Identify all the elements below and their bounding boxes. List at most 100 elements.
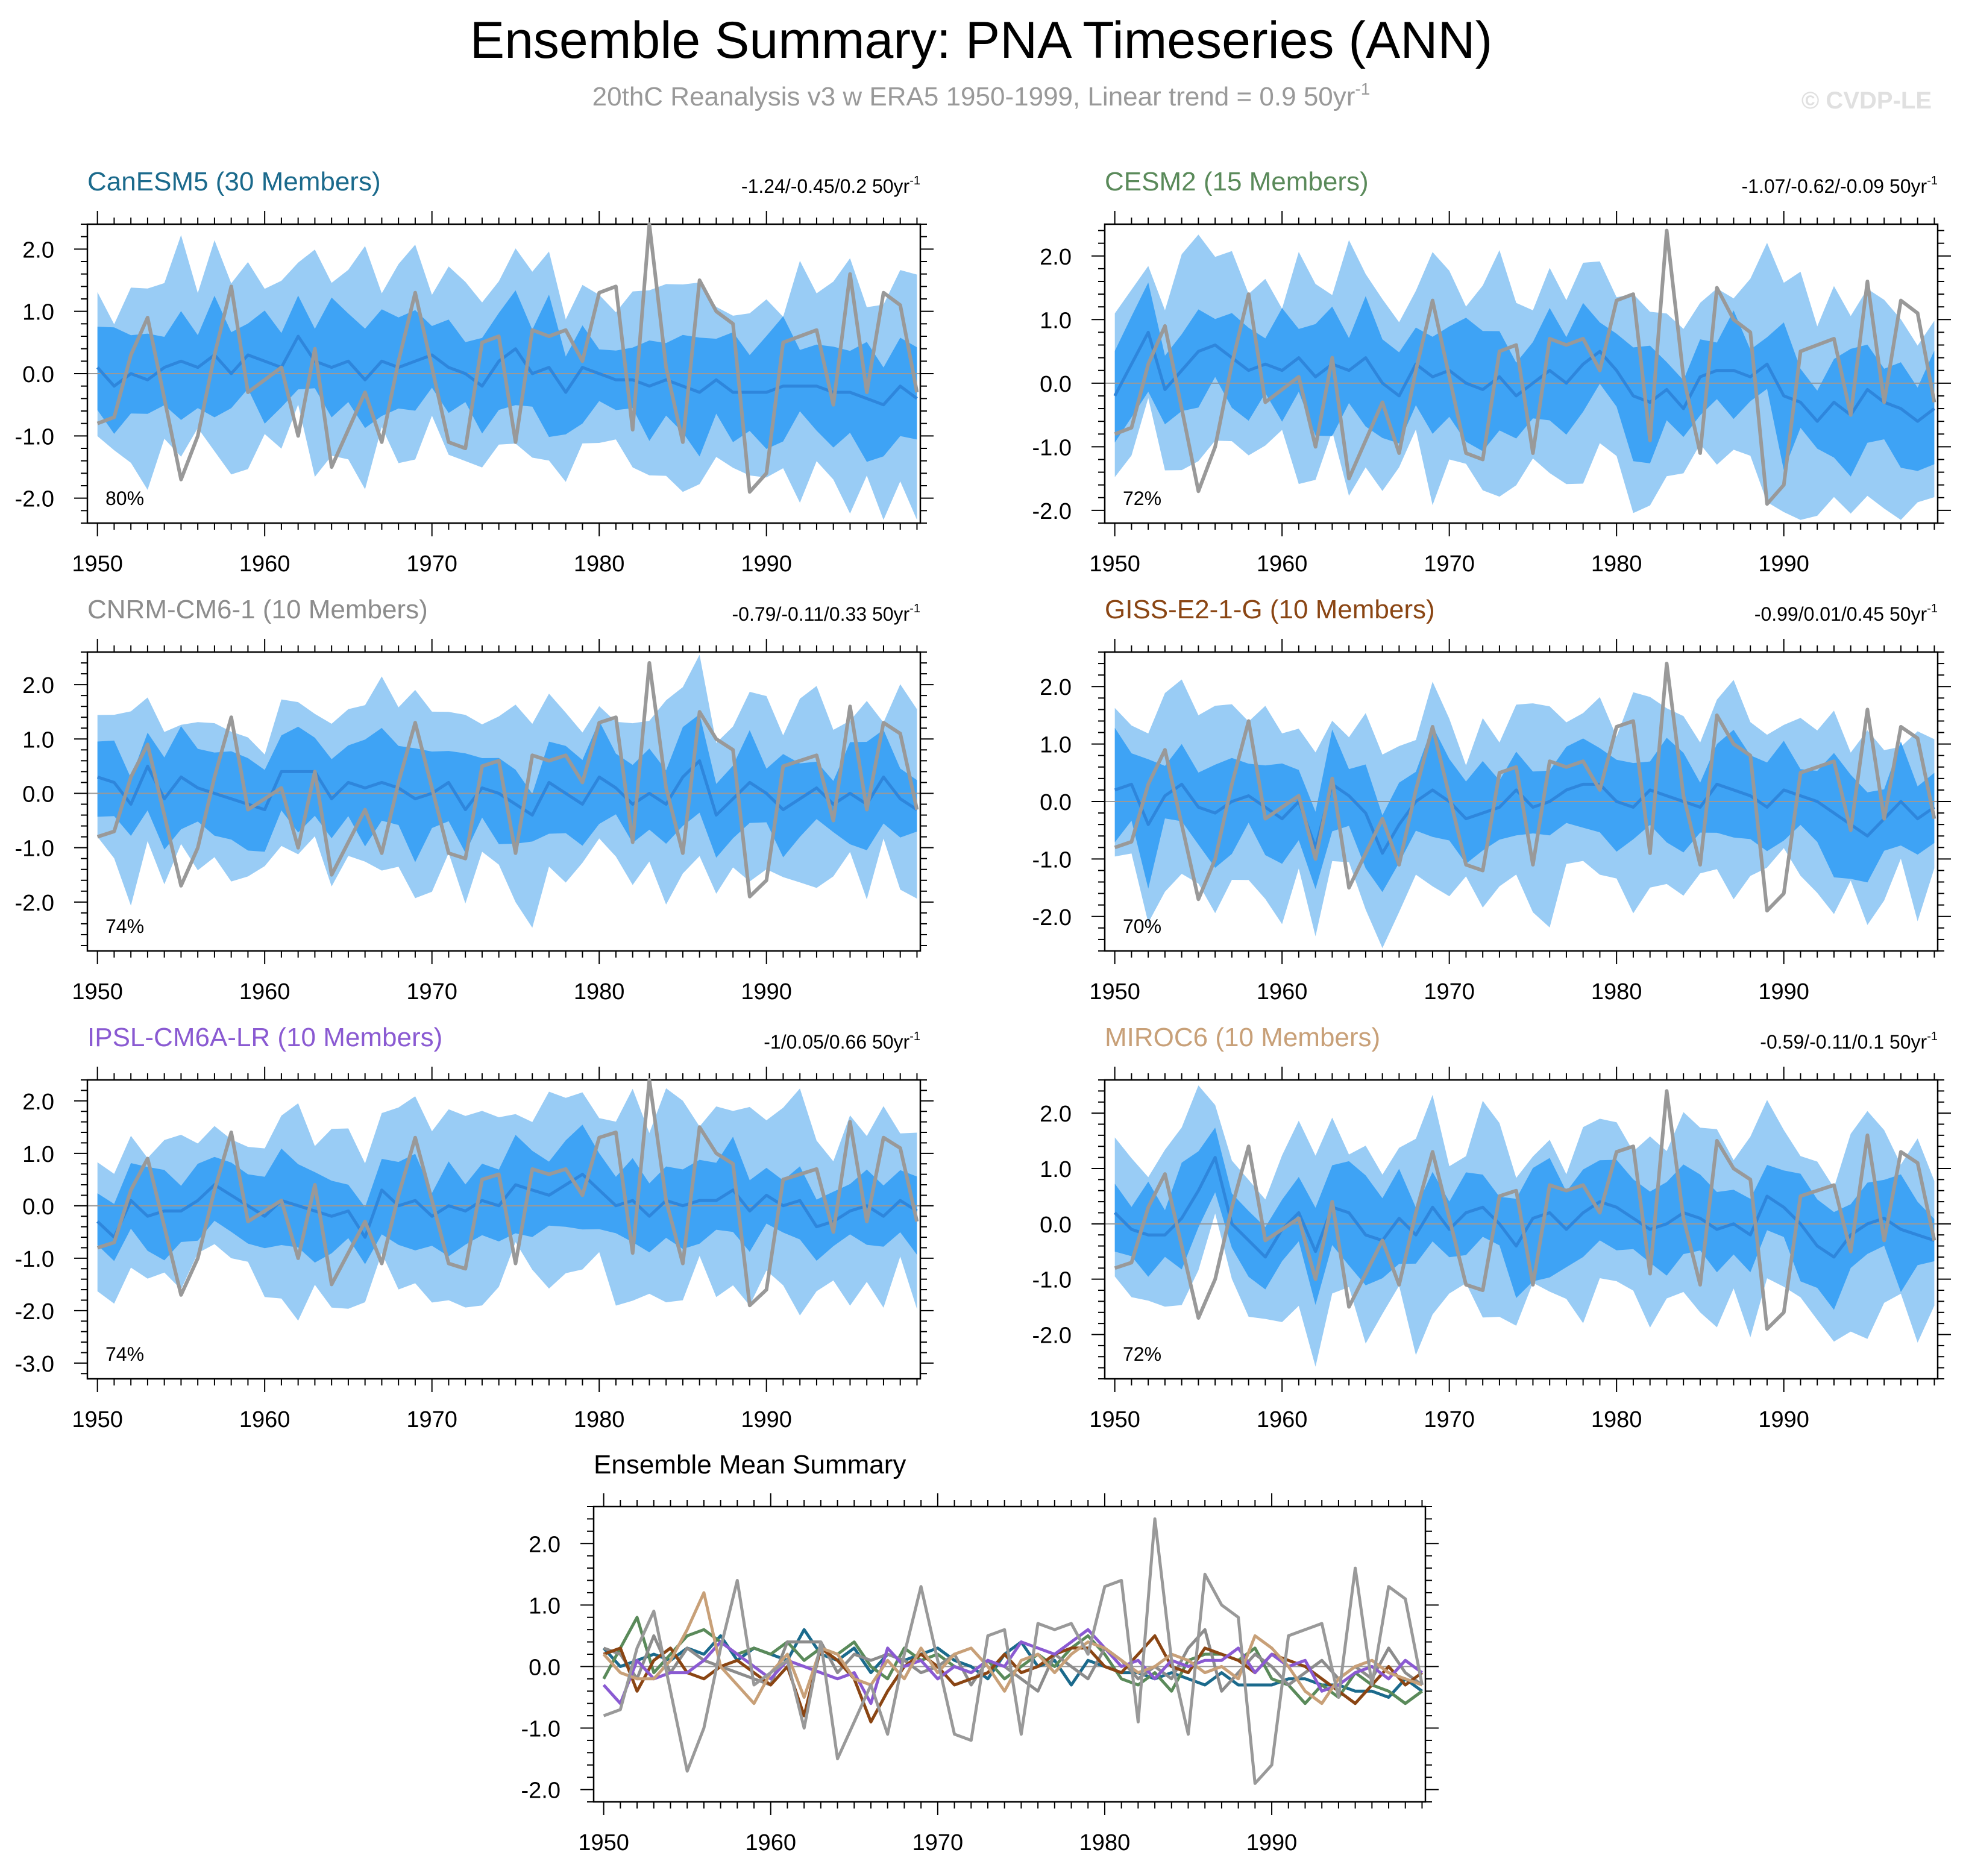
- x-tick-label: 1980: [574, 979, 625, 1005]
- plot-frame: [1104, 223, 1939, 524]
- x-tick-label: 1960: [1257, 551, 1308, 577]
- model-panel: 1950 1960 1970 1980 1990 2.0 1.0 0.0 -1.0 -2.0 -3.…: [15, 1023, 934, 1432]
- y-tick-label: -1.0: [15, 836, 54, 862]
- y-tick-label: 1.0: [22, 1142, 54, 1167]
- model-panel: 1950 1960 1970 1980 1990 2.0 1.0 0.0 -1.0 -2.0 CES…: [1032, 167, 1951, 577]
- y-tick-label: -2.0: [521, 1778, 561, 1804]
- panel-title: MIROC6 (10 Members): [1105, 1023, 1380, 1052]
- y-tick-label: 0.0: [22, 1194, 54, 1220]
- panel-trend: -1/0.05/0.66 50yr-1: [764, 1030, 920, 1053]
- panel-trend: -0.79/-0.11/0.33 50yr-1: [732, 602, 921, 625]
- panel-title: CESM2 (15 Members): [1105, 167, 1369, 196]
- trend-superscript: -1: [1927, 174, 1938, 187]
- y-tick-label: -1.0: [1032, 1268, 1072, 1293]
- y-tick-label: -1.0: [15, 424, 54, 450]
- trend-superscript: -1: [909, 174, 920, 187]
- y-tick-label: 0.0: [529, 1655, 561, 1680]
- x-tick-label: 1990: [1758, 551, 1809, 577]
- x-tick-label: 1990: [1758, 979, 1809, 1005]
- subtitle-superscript: -1: [1355, 80, 1370, 98]
- percent-label: 72%: [1123, 488, 1161, 509]
- plot-frame: [86, 651, 922, 952]
- y-tick-label: 2.0: [1040, 245, 1072, 270]
- trend-text: -0.99/0.01/0.45 50yr: [1754, 603, 1927, 625]
- y-tick-label: 0.0: [1040, 372, 1072, 397]
- trend-superscript: -1: [1927, 1030, 1938, 1043]
- x-tick-label: 1990: [741, 979, 792, 1005]
- y-tick-label: -2.0: [15, 891, 54, 916]
- panel-trend: -1.24/-0.45/0.2 50yr-1: [741, 174, 920, 197]
- y-tick-label: -1.0: [1032, 847, 1072, 873]
- y-tick-label: 2.0: [1040, 675, 1072, 700]
- figure-subtitle: 20thC Reanalysis v3 w ERA5 1950-1999, Li…: [592, 80, 1371, 111]
- trend-text: -1.07/-0.62/-0.09 50yr: [1741, 175, 1927, 197]
- percent-label: 80%: [105, 488, 144, 509]
- y-tick-label: -2.0: [1032, 905, 1072, 930]
- trend-text: -1/0.05/0.66 50yr: [764, 1031, 909, 1053]
- y-tick-label: 2.0: [22, 673, 54, 698]
- x-tick-label: 1980: [574, 1407, 625, 1432]
- observation-line: [1114, 662, 1936, 913]
- y-tick-label: 2.0: [1040, 1102, 1072, 1127]
- x-tick-label: 1990: [1758, 1407, 1809, 1432]
- y-tick-label: 0.0: [22, 782, 54, 807]
- ensemble-mean-summary-panel: 1950 1960 1970 1980 1990 2.0 1.0 0.0 -1.0 -2.0 Ens…: [521, 1450, 1439, 1856]
- x-tick-label: 1980: [574, 551, 625, 577]
- x-tick-label: 1970: [1424, 979, 1475, 1005]
- panel-title: CanESM5 (30 Members): [87, 167, 381, 196]
- x-tick-label: 1970: [912, 1830, 964, 1856]
- observation-line: [1114, 1089, 1936, 1331]
- percent-label: 74%: [105, 915, 144, 937]
- plot-frame: [86, 1079, 922, 1380]
- x-tick-label: 1970: [1424, 551, 1475, 577]
- panel-trend: -1.07/-0.62/-0.09 50yr-1: [1741, 174, 1938, 197]
- y-tick-label: -1.0: [15, 1247, 54, 1272]
- y-tick-label: 0.0: [22, 362, 54, 387]
- observation-line: [96, 661, 919, 899]
- x-tick-label: 1950: [578, 1830, 629, 1856]
- x-tick-label: 1970: [1424, 1407, 1475, 1432]
- y-tick-label: 1.0: [1040, 308, 1072, 333]
- x-tick-label: 1960: [239, 551, 291, 577]
- model-panel: 1950 1960 1970 1980 1990 2.0 1.0 0.0 -1.0 -2.0 MIR…: [1032, 1023, 1951, 1432]
- y-tick-label: -2.0: [1032, 1323, 1072, 1349]
- y-tick-label: 1.0: [1040, 733, 1072, 758]
- x-tick-label: 1960: [745, 1830, 796, 1856]
- x-tick-label: 1980: [1591, 551, 1642, 577]
- x-tick-label: 1950: [72, 1407, 123, 1432]
- trend-superscript: -1: [909, 1030, 920, 1043]
- watermark: © CVDP-LE: [1801, 87, 1932, 114]
- y-tick-label: 1.0: [529, 1593, 561, 1619]
- x-tick-label: 1970: [406, 1407, 457, 1432]
- observation-line: [1114, 228, 1936, 506]
- model-panel: 1950 1960 1970 1980 1990 2.0 1.0 0.0 -1.0 -2.0 CNR…: [15, 595, 934, 1005]
- trend-text: -0.59/-0.11/0.1 50yr: [1760, 1031, 1927, 1053]
- y-tick-label: -2.0: [1032, 499, 1072, 524]
- x-tick-label: 1960: [1257, 1407, 1308, 1432]
- plot-frame: [1104, 1079, 1939, 1380]
- model-panel: 1950 1960 1970 1980 1990 2.0 1.0 0.0 -1.0 -2.0 GIS…: [1032, 595, 1951, 1005]
- y-tick-label: -1.0: [521, 1717, 561, 1742]
- figure-title: Ensemble Summary: PNA Timeseries (ANN): [470, 11, 1493, 69]
- x-tick-label: 1990: [1246, 1830, 1298, 1856]
- y-tick-label: 1.0: [22, 727, 54, 753]
- trend-superscript: -1: [909, 602, 920, 615]
- panel-trend: -0.99/0.01/0.45 50yr-1: [1754, 602, 1938, 625]
- panel-title: IPSL-CM6A-LR (10 Members): [87, 1023, 442, 1052]
- observation-line: [96, 1078, 919, 1308]
- panel-title: CNRM-CM6-1 (10 Members): [87, 595, 428, 624]
- y-tick-label: 0.0: [1040, 790, 1072, 815]
- y-tick-label: 1.0: [22, 300, 54, 325]
- subtitle-text: 20thC Reanalysis v3 w ERA5 1950-1999, Li…: [592, 82, 1355, 111]
- x-tick-label: 1990: [741, 551, 792, 577]
- trend-text: -1.24/-0.45/0.2 50yr: [741, 175, 910, 197]
- panel-title: GISS-E2-1-G (10 Members): [1105, 595, 1435, 624]
- summary-series-line: [603, 1517, 1424, 1785]
- panels-group: 1950 1960 1970 1980 1990 2.0 1.0 0.0 -1.0 -2.0 Can…: [15, 167, 1951, 1432]
- ensemble-mean-line: [96, 334, 918, 407]
- x-tick-label: 1980: [1079, 1830, 1131, 1856]
- x-tick-label: 1950: [1089, 979, 1140, 1005]
- observation-line: [96, 222, 919, 494]
- percent-label: 74%: [105, 1343, 144, 1365]
